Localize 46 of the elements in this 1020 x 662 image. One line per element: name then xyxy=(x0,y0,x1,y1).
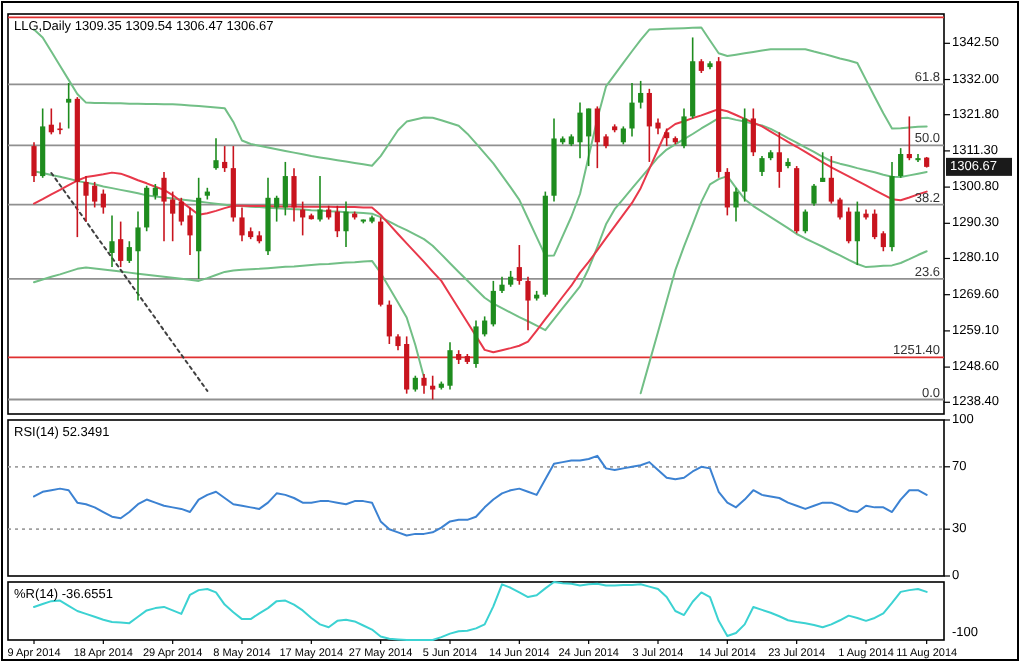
candlestick xyxy=(802,208,808,235)
candlestick xyxy=(317,175,323,223)
candlestick xyxy=(386,299,392,345)
candlestick xyxy=(187,206,193,256)
candlestick xyxy=(282,161,288,217)
candlestick xyxy=(880,230,886,253)
candlestick xyxy=(525,275,531,332)
candlestick xyxy=(759,155,765,177)
candlestick xyxy=(724,167,730,217)
candlestick xyxy=(750,107,756,157)
candlestick xyxy=(239,206,245,243)
candlestick xyxy=(135,210,141,302)
candlestick xyxy=(811,183,817,207)
candlestick xyxy=(447,341,453,391)
candlestick xyxy=(31,141,37,183)
candlestick xyxy=(490,280,496,328)
candlestick xyxy=(776,131,782,189)
candlestick xyxy=(66,82,72,130)
candlestick xyxy=(57,121,63,136)
candlestick xyxy=(516,244,522,286)
candlestick xyxy=(118,220,124,268)
candlestick xyxy=(334,204,340,238)
candlestick xyxy=(733,186,739,223)
candlestick xyxy=(638,80,644,110)
candlestick xyxy=(83,175,89,223)
candlestick xyxy=(421,373,427,395)
candlestick xyxy=(577,101,583,159)
candlestick xyxy=(161,171,167,243)
candlestick xyxy=(906,115,912,162)
candlestick xyxy=(100,188,106,215)
candlestick xyxy=(898,147,904,179)
candlestick xyxy=(144,184,150,233)
candlestick xyxy=(854,200,860,266)
candlestick xyxy=(473,319,479,369)
candlestick xyxy=(430,374,436,401)
candlestick xyxy=(291,167,297,223)
candlestick xyxy=(681,107,687,149)
candlestick xyxy=(343,200,349,248)
candlestick xyxy=(629,82,635,138)
candlestick xyxy=(915,153,921,163)
candlestick xyxy=(109,214,115,268)
candlestick xyxy=(213,137,219,171)
candlestick xyxy=(820,151,826,183)
line-series xyxy=(50,171,209,392)
line-series xyxy=(33,454,928,537)
candlestick xyxy=(222,145,228,173)
